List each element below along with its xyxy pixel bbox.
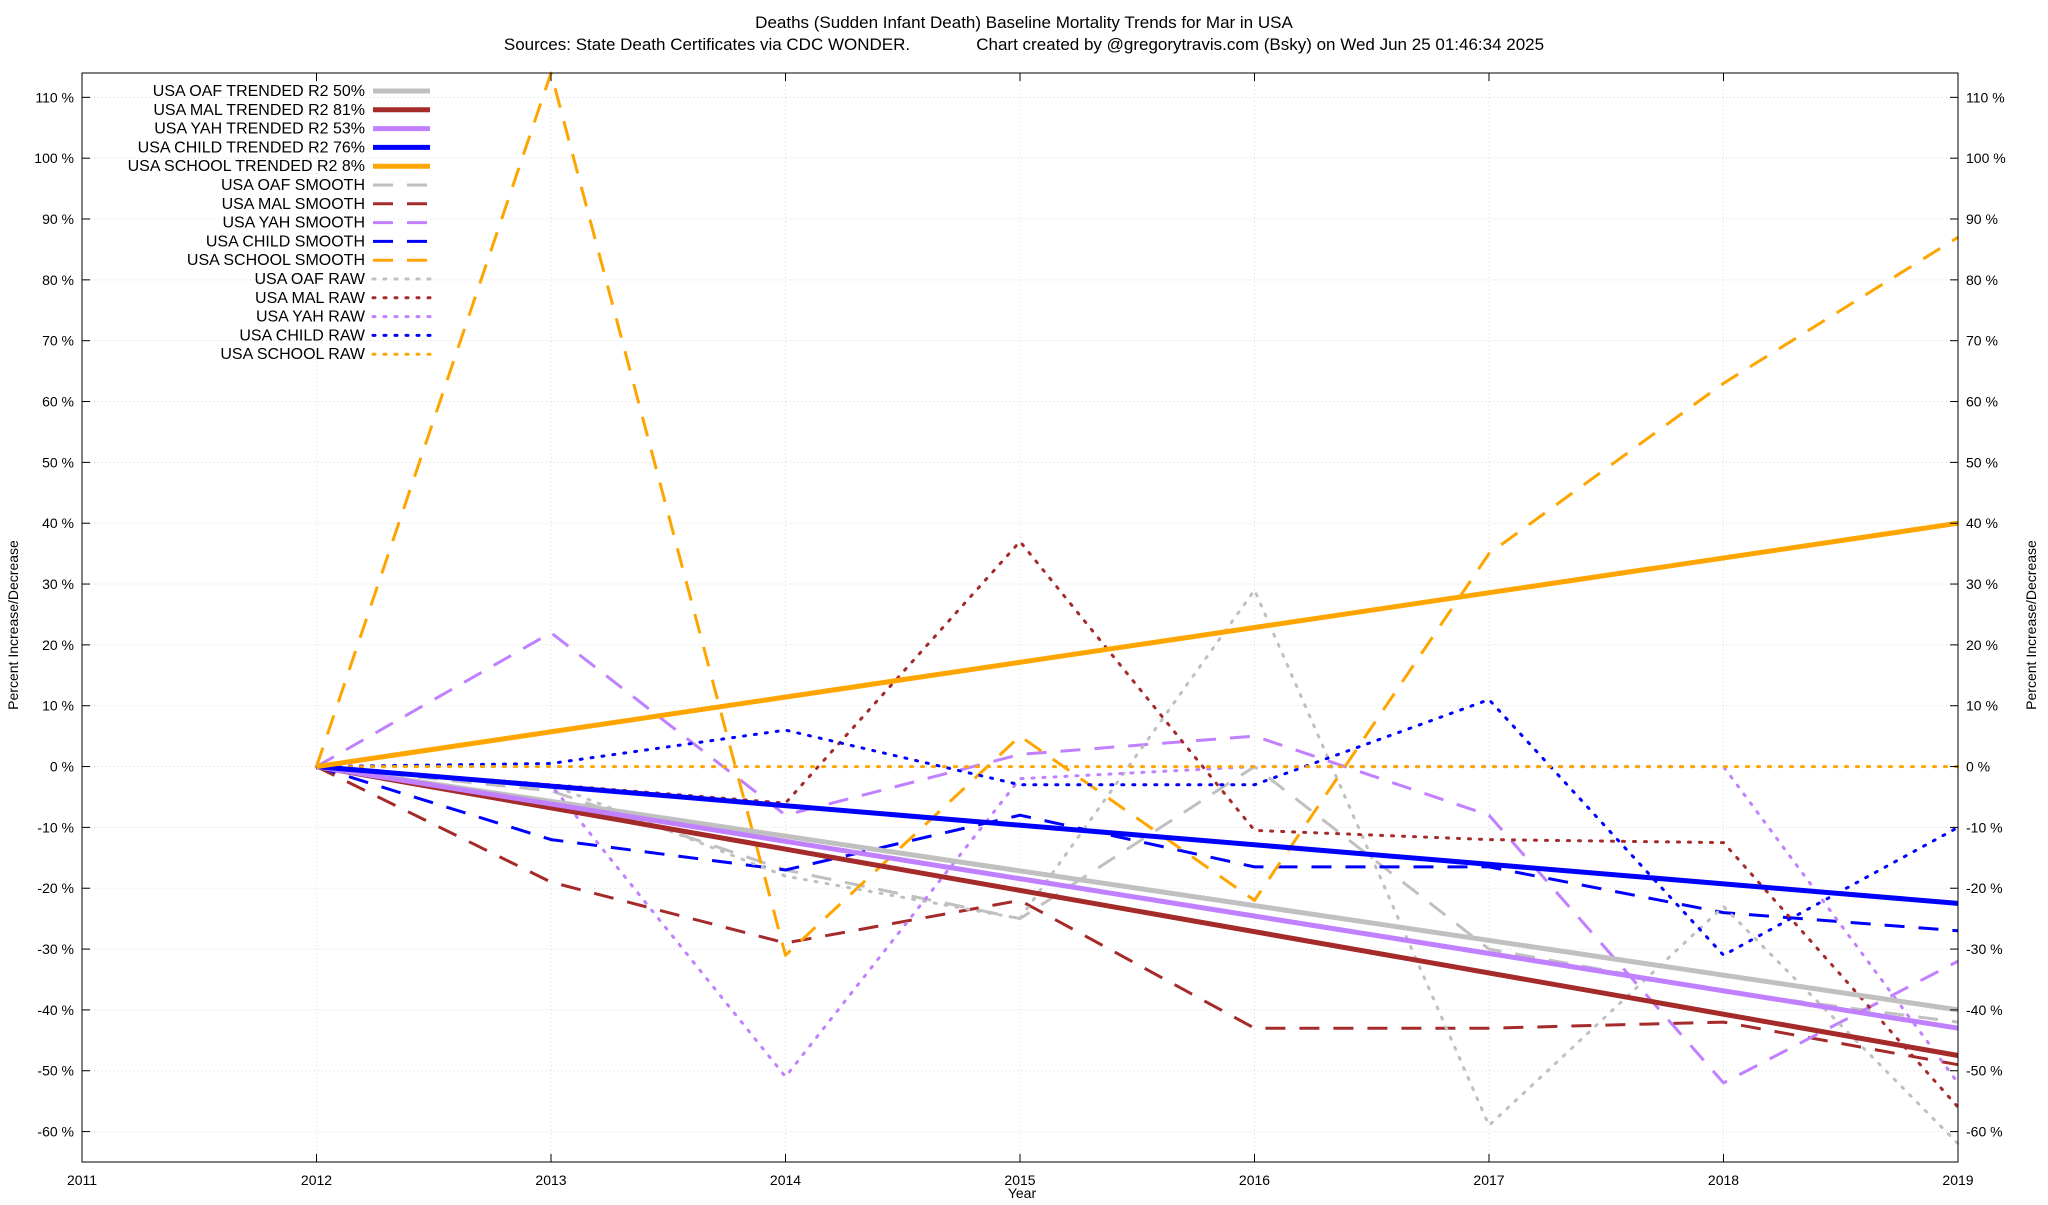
y-tick-label-right: 10 % — [1966, 698, 1998, 714]
y-tick-label: 0 % — [50, 759, 74, 775]
y-tick-label: -50 % — [37, 1063, 74, 1079]
legend-label: USA MAL RAW — [255, 290, 366, 307]
y-tick-label-right: 110 % — [1966, 89, 2005, 105]
y-tick-label: 30 % — [42, 576, 74, 592]
series-line-11: USA OAF RAW — [315, 588, 1960, 1146]
series-line-3: USA YAH TRENDED R2 53% — [316, 764, 1959, 1031]
legend-label: USA MAL SMOOTH — [222, 196, 365, 213]
legend-label: USA SCHOOL SMOOTH — [187, 252, 365, 269]
chart-subtitle: Sources: State Death Certificates via CD… — [504, 35, 1544, 54]
y-tick-label-right: 30 % — [1966, 576, 1998, 592]
legend-label: USA CHILD RAW — [239, 327, 366, 344]
x-tick-label: 2013 — [535, 1172, 566, 1188]
x-tick-label: 2018 — [1708, 1172, 1739, 1188]
y-tick-label: -60 % — [37, 1124, 74, 1140]
y-tick-label-right: 80 % — [1966, 272, 1998, 288]
y-tick-label-right: -60 % — [1966, 1124, 2003, 1140]
legend-label: USA OAF TRENDED R2 50% — [153, 83, 365, 100]
y-tick-label: 80 % — [42, 272, 74, 288]
y-tick-label: -10 % — [37, 819, 74, 835]
y-tick-label-right: 90 % — [1966, 211, 1998, 227]
y-tick-label: 10 % — [42, 698, 74, 714]
legend-label: USA OAF SMOOTH — [221, 177, 365, 194]
y-tick-label-right: -40 % — [1966, 1002, 2003, 1018]
y-tick-label-right: -20 % — [1966, 880, 2003, 896]
y-tick-label: 110 % — [35, 89, 74, 105]
legend-label: USA YAH RAW — [256, 309, 366, 326]
legend-label: USA CHILD SMOOTH — [206, 233, 365, 250]
y-tick-label-right: -10 % — [1966, 819, 2003, 835]
legend-label: USA CHILD TRENDED R2 76% — [138, 139, 365, 156]
chart-title: Deaths (Sudden Infant Death) Baseline Mo… — [755, 13, 1293, 32]
y-tick-label-right: 20 % — [1966, 637, 1998, 653]
y-tick-label-right: 40 % — [1966, 515, 1998, 531]
series-line-9: USA CHILD SMOOTH — [316, 765, 1959, 933]
x-tick-label: 2012 — [301, 1172, 332, 1188]
x-axis-label: Year — [1008, 1185, 1037, 1200]
series-line-5: USA SCHOOL TRENDED R2 8% — [316, 520, 1959, 770]
x-tick-label: 2015 — [1004, 1172, 1035, 1188]
legend-label: USA OAF RAW — [254, 271, 365, 288]
legend-label: USA SCHOOL TRENDED R2 8% — [128, 158, 365, 175]
y-tick-label: -20 % — [37, 880, 74, 896]
legend-label: USA YAH SMOOTH — [222, 215, 365, 232]
y-tick-label: 70 % — [42, 333, 74, 349]
y-tick-label: -40 % — [37, 1002, 74, 1018]
y-tick-label-right: -30 % — [1966, 941, 2003, 957]
series-line-2: USA MAL TRENDED R2 81% — [316, 764, 1959, 1058]
y-tick-label: -30 % — [37, 941, 74, 957]
y-tick-label: 100 % — [34, 150, 74, 166]
legend-label: USA MAL TRENDED R2 81% — [153, 102, 365, 119]
y-tick-label: 60 % — [42, 394, 74, 410]
legend-label: USA YAH TRENDED R2 53% — [154, 121, 365, 138]
y-tick-label: 50 % — [42, 454, 74, 470]
x-tick-label: 2011 — [67, 1172, 97, 1188]
series-line-4: USA CHILD TRENDED R2 76% — [316, 764, 1959, 906]
series-line-13: USA YAH RAW — [315, 765, 1960, 1085]
series-line-8: USA YAH SMOOTH — [315, 631, 1959, 1085]
series-line-1: USA OAF TRENDED R2 50% — [316, 764, 1959, 1013]
y-tick-label-right: 60 % — [1966, 394, 1998, 410]
y-tick-label-right: 100 % — [1966, 150, 2006, 166]
y-tick-label-right: -50 % — [1966, 1063, 2003, 1079]
y-axis-label: Percent Increase/Decrease — [5, 540, 21, 710]
y-tick-label-right: 70 % — [1966, 333, 1998, 349]
x-tick-label: 2016 — [1239, 1172, 1270, 1188]
x-tick-label: 2014 — [770, 1172, 801, 1188]
y-axis-label-right: Percent Increase/Decrease — [2023, 540, 2039, 710]
legend-label: USA SCHOOL RAW — [220, 346, 366, 363]
y-tick-label-right: 50 % — [1966, 454, 1998, 470]
series-line-14: USA CHILD RAW — [315, 698, 1960, 957]
x-tick-label: 2017 — [1473, 1172, 1504, 1188]
series-line-7: USA MAL SMOOTH — [315, 765, 1959, 1067]
x-tick-label: 2019 — [1942, 1172, 1973, 1188]
y-tick-label-right: 0 % — [1966, 759, 1990, 775]
legend: USA OAF TRENDED R2 50% USA MAL TRENDED R2… — [128, 83, 432, 363]
y-tick-label: 40 % — [42, 515, 74, 531]
series-line-10: USA SCHOOL SMOOTH — [315, 71, 1959, 957]
y-tick-label: 90 % — [42, 211, 74, 227]
tick-layer: 2011 2012 2013 2014 2015 2016 2017 2018 2019 -60 … — [34, 73, 2006, 1188]
y-tick-label: 20 % — [42, 637, 74, 653]
